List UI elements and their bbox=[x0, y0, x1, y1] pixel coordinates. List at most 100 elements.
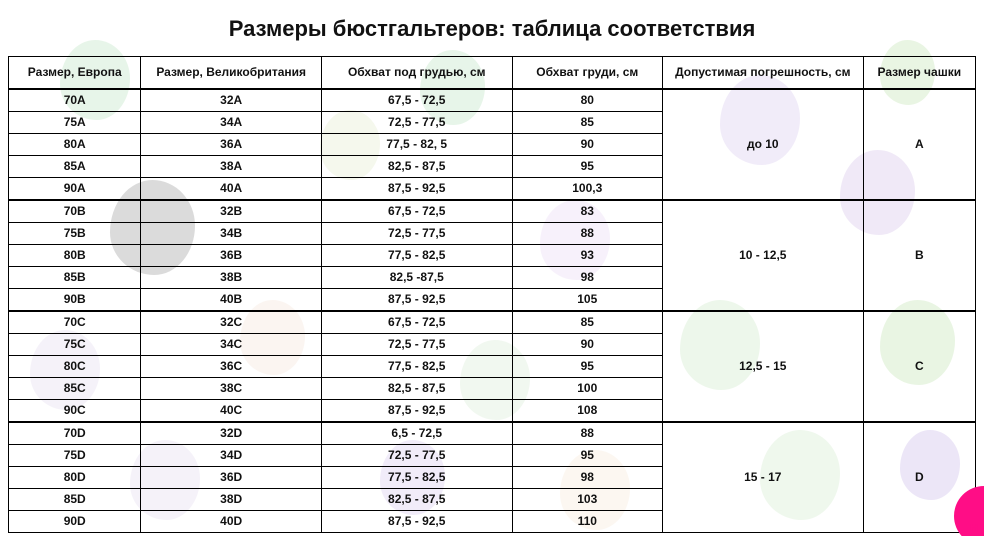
table-cell: 105 bbox=[512, 289, 662, 312]
floating-action-label: Н bbox=[970, 522, 978, 534]
table-row: 70С32С67,5 - 72,58512,5 - 15C bbox=[9, 311, 976, 334]
table-cell: 108 bbox=[512, 400, 662, 423]
table-cell: 87,5 - 92,5 bbox=[321, 400, 512, 423]
table-cell: 70В bbox=[9, 200, 141, 223]
table-cell: 103 bbox=[512, 489, 662, 511]
table-cell: 40С bbox=[141, 400, 322, 423]
table-cell: 80D bbox=[9, 467, 141, 489]
table-cell: 88 bbox=[512, 422, 662, 445]
table-cell: 32D bbox=[141, 422, 322, 445]
table-body: 70А32А67,5 - 72,580до 10A75А34А72,5 - 77… bbox=[9, 89, 976, 533]
table-cell: 85С bbox=[9, 378, 141, 400]
table-cell: 36В bbox=[141, 245, 322, 267]
table-cell: 70С bbox=[9, 311, 141, 334]
table-cell: 95 bbox=[512, 445, 662, 467]
table-cell: 77,5 - 82,5 bbox=[321, 245, 512, 267]
table-cell: 82,5 - 87,5 bbox=[321, 489, 512, 511]
table-cell: 90С bbox=[9, 400, 141, 423]
table-cell: 87,5 - 92,5 bbox=[321, 511, 512, 533]
table-cell: 36А bbox=[141, 134, 322, 156]
size-table: Размер, ЕвропаРазмер, ВеликобританияОбхв… bbox=[8, 56, 976, 533]
table-cell: 75В bbox=[9, 223, 141, 245]
table-cell: 72,5 - 77,5 bbox=[321, 223, 512, 245]
tolerance-cell: 12,5 - 15 bbox=[662, 311, 863, 422]
table-row: 70D32D6,5 - 72,58815 - 17D bbox=[9, 422, 976, 445]
table-cell: 80С bbox=[9, 356, 141, 378]
table-cell: 95 bbox=[512, 156, 662, 178]
table-cell: 32С bbox=[141, 311, 322, 334]
table-cell: 82,5 - 87,5 bbox=[321, 378, 512, 400]
table-cell: 67,5 - 72,5 bbox=[321, 200, 512, 223]
cup-cell: B bbox=[863, 200, 975, 311]
table-cell: 100 bbox=[512, 378, 662, 400]
table-cell: 80 bbox=[512, 89, 662, 112]
table-cell: 32В bbox=[141, 200, 322, 223]
table-cell: 36D bbox=[141, 467, 322, 489]
table-cell: 95 bbox=[512, 356, 662, 378]
table-cell: 77,5 - 82,5 bbox=[321, 356, 512, 378]
table-cell: 98 bbox=[512, 467, 662, 489]
column-header: Размер, Европа bbox=[9, 57, 141, 90]
table-cell: 36С bbox=[141, 356, 322, 378]
cup-cell: C bbox=[863, 311, 975, 422]
column-header: Размер, Великобритания bbox=[141, 57, 322, 90]
table-head: Размер, ЕвропаРазмер, ВеликобританияОбхв… bbox=[9, 57, 976, 90]
table-cell: 34С bbox=[141, 334, 322, 356]
tolerance-cell: 15 - 17 bbox=[662, 422, 863, 533]
table-cell: 88 bbox=[512, 223, 662, 245]
table-cell: 110 bbox=[512, 511, 662, 533]
table-cell: 67,5 - 72,5 bbox=[321, 311, 512, 334]
table-cell: 90А bbox=[9, 178, 141, 201]
table-cell: 70А bbox=[9, 89, 141, 112]
column-header: Обхват под грудью, см bbox=[321, 57, 512, 90]
table-cell: 40А bbox=[141, 178, 322, 201]
table-cell: 75D bbox=[9, 445, 141, 467]
table-cell: 90В bbox=[9, 289, 141, 312]
table-cell: 85В bbox=[9, 267, 141, 289]
table-cell: 40В bbox=[141, 289, 322, 312]
table-cell: 85 bbox=[512, 311, 662, 334]
table-cell: 38В bbox=[141, 267, 322, 289]
column-header: Размер чашки bbox=[863, 57, 975, 90]
table-cell: 40D bbox=[141, 511, 322, 533]
table-cell: 75А bbox=[9, 112, 141, 134]
table-cell: 80А bbox=[9, 134, 141, 156]
table-cell: 82,5 - 87,5 bbox=[321, 156, 512, 178]
table-row: 70В32В67,5 - 72,58310 - 12,5B bbox=[9, 200, 976, 223]
tolerance-cell: 10 - 12,5 bbox=[662, 200, 863, 311]
table-cell: 82,5 -87,5 bbox=[321, 267, 512, 289]
header-row: Размер, ЕвропаРазмер, ВеликобританияОбхв… bbox=[9, 57, 976, 90]
table-cell: 80В bbox=[9, 245, 141, 267]
table-cell: 72,5 - 77,5 bbox=[321, 445, 512, 467]
content-wrapper: Размеры бюстгальтеров: таблица соответст… bbox=[0, 0, 984, 536]
cup-cell: A bbox=[863, 89, 975, 200]
column-header: Допустимая погрешность, см bbox=[662, 57, 863, 90]
table-row: 70А32А67,5 - 72,580до 10A bbox=[9, 89, 976, 112]
table-cell: 34В bbox=[141, 223, 322, 245]
table-cell: 77,5 - 82, 5 bbox=[321, 134, 512, 156]
table-cell: 77,5 - 82,5 bbox=[321, 467, 512, 489]
table-cell: 87,5 - 92,5 bbox=[321, 289, 512, 312]
table-cell: 100,3 bbox=[512, 178, 662, 201]
page-title: Размеры бюстгальтеров: таблица соответст… bbox=[8, 16, 976, 42]
table-cell: 38А bbox=[141, 156, 322, 178]
table-cell: 90 bbox=[512, 334, 662, 356]
table-cell: 83 bbox=[512, 200, 662, 223]
table-cell: 87,5 - 92,5 bbox=[321, 178, 512, 201]
table-cell: 85D bbox=[9, 489, 141, 511]
column-header: Обхват груди, см bbox=[512, 57, 662, 90]
table-cell: 72,5 - 77,5 bbox=[321, 112, 512, 134]
table-cell: 72,5 - 77,5 bbox=[321, 334, 512, 356]
tolerance-cell: до 10 bbox=[662, 89, 863, 200]
table-cell: 98 bbox=[512, 267, 662, 289]
table-cell: 32А bbox=[141, 89, 322, 112]
table-cell: 85 bbox=[512, 112, 662, 134]
table-cell: 90 bbox=[512, 134, 662, 156]
table-cell: 93 bbox=[512, 245, 662, 267]
table-cell: 6,5 - 72,5 bbox=[321, 422, 512, 445]
table-cell: 34А bbox=[141, 112, 322, 134]
table-cell: 75С bbox=[9, 334, 141, 356]
table-cell: 70D bbox=[9, 422, 141, 445]
table-cell: 34D bbox=[141, 445, 322, 467]
table-cell: 67,5 - 72,5 bbox=[321, 89, 512, 112]
